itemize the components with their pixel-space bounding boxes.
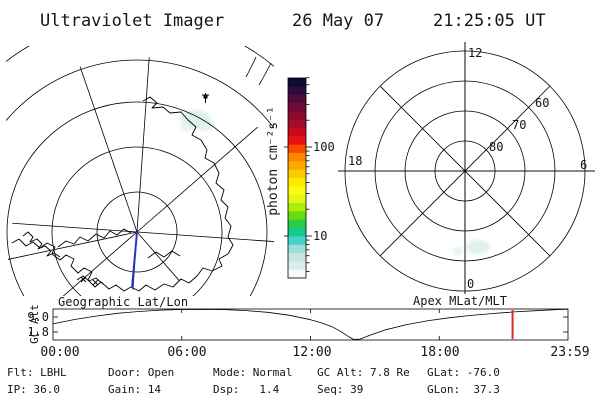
geographic-panel: Geographic Lat/Lon [6, 46, 274, 309]
mlt-label-6: 6 [580, 158, 587, 172]
xtick-0600: 06:00 [167, 345, 206, 360]
mlat-label-80: 80 [489, 140, 503, 154]
aurora-blob [466, 240, 490, 254]
colorbar-ticks [284, 77, 312, 272]
colorbar: 100 10 photon cm⁻²s⁻¹ [266, 77, 335, 279]
status-mode: Mode: Normal [213, 366, 293, 379]
mlat-label-60: 60 [535, 96, 549, 110]
aurora-patch-apex [453, 240, 490, 255]
app-title: Ultraviolet Imager [40, 11, 225, 31]
xtick-1800: 18:00 [420, 345, 459, 360]
strip-ylabel: GC Alt [28, 304, 41, 344]
status-door: Door: Open [108, 366, 175, 379]
mlt-label-18: 18 [348, 154, 362, 168]
strip-frame [52, 308, 569, 341]
aurora-patch-geo [180, 110, 215, 131]
outer-latitude-arc-fragments [245, 56, 272, 86]
spacecraft-track-line [131, 231, 138, 289]
status-glon: GLon: 37.3 [427, 383, 500, 396]
ytick-9.0: 9.0 [27, 310, 49, 324]
gc-alt-strip: GC Alt 9.0 1.8 00:00 06:00 12:00 18:00 2… [27, 304, 589, 360]
geo-panel-caption: Geographic Lat/Lon [58, 295, 188, 309]
antarctica-coastline [11, 96, 234, 292]
status-glat: GLat: -76.0 [427, 366, 500, 379]
mlat-label-70: 70 [512, 118, 526, 132]
mlt-label-0: 0 [467, 277, 474, 291]
island-marks [80, 276, 99, 286]
orbit-altitude-curve [52, 308, 569, 340]
aurora-blob [453, 247, 463, 255]
spacecraft-marker-icon [202, 93, 209, 103]
status-gain: Gain: 14 [108, 383, 161, 396]
apex-panel: 12 18 6 0 80 70 60 Apex MLat/MLT [338, 42, 595, 308]
header-time: 21:25:05 UT [433, 11, 546, 31]
aurora-blob [180, 123, 194, 131]
status-ip: IP: 36.0 [7, 383, 60, 396]
colorbar-tick-label-10: 10 [313, 229, 327, 243]
ytick-1.8: 1.8 [27, 325, 49, 339]
mlt-label-12: 12 [468, 46, 482, 60]
colorbar-tick-label-100: 100 [313, 140, 335, 154]
colorbar-bands [287, 77, 307, 279]
apex-polar-grid [338, 42, 595, 294]
header-date: 26 May 07 [292, 11, 385, 31]
aurora-blob [195, 119, 215, 131]
colorbar-units-label: photon cm⁻²s⁻¹ [266, 106, 281, 216]
apex-panel-caption: Apex MLat/MLT [413, 294, 507, 308]
island-chain [22, 231, 61, 258]
status-flt: Flt: LBHL [7, 366, 67, 379]
xtick-1200: 12:00 [292, 345, 331, 360]
status-seq: Seq: 39 [317, 383, 364, 396]
status-gc-alt: GC Alt: 7.8 Re [317, 366, 410, 379]
status-dsp: Dsp: 1.4 [213, 383, 280, 396]
xtick-0000: 00:00 [40, 345, 79, 360]
xtick-2359: 23:59 [550, 345, 589, 360]
